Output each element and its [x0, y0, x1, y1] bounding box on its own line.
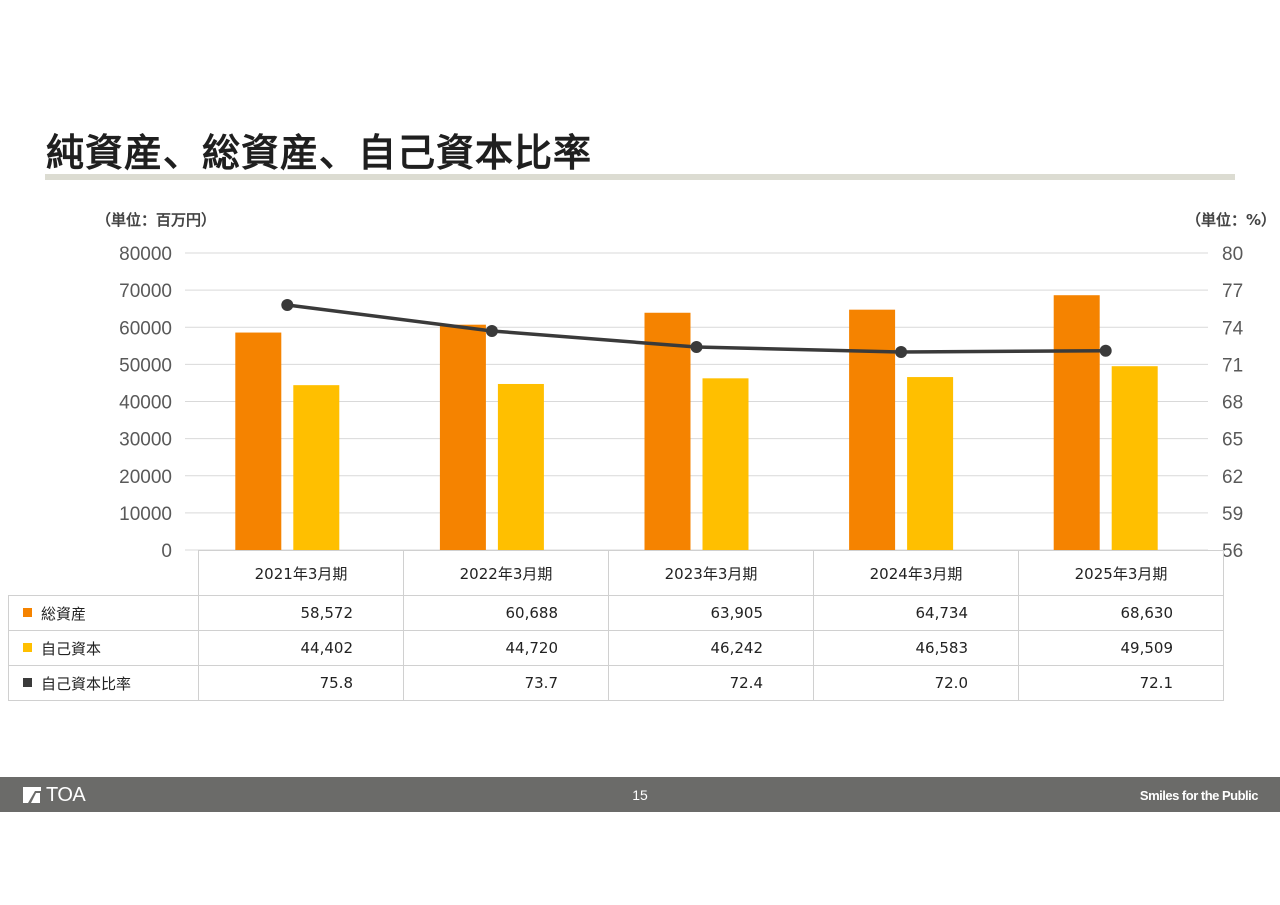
- total-assets-bar: [849, 309, 896, 550]
- table-header-cell: 2022年3月期: [403, 550, 609, 596]
- table-cell: 49,509: [1018, 630, 1224, 666]
- table-row-label-text: 総資産: [41, 604, 87, 623]
- table-cell: 68,630: [1018, 595, 1224, 631]
- table-row-label-text: 自己資本: [41, 639, 102, 658]
- total-assets-bar: [644, 312, 691, 550]
- total-assets-legend-swatch: [23, 607, 32, 617]
- right-axis-tick-label: 74: [1222, 318, 1244, 339]
- equity-bar: [702, 378, 749, 550]
- footer-bar: TOA 15 Smiles for the Public: [0, 777, 1280, 812]
- table-cell: 60,688: [403, 595, 609, 631]
- table-cell: 46,583: [813, 630, 1019, 666]
- table-header-cell: 2023年3月期: [608, 550, 814, 596]
- toa-logo-icon: [23, 787, 41, 803]
- ratio-legend-swatch: [23, 677, 32, 687]
- table-cell: 72.0: [813, 665, 1019, 701]
- table-header-cell: 2021年3月期: [198, 550, 404, 596]
- right-axis-tick-label: 62: [1222, 467, 1243, 488]
- right-axis-tick-label: 65: [1222, 430, 1243, 451]
- right-axis-tick-label: 77: [1222, 281, 1243, 302]
- equity-bar: [907, 377, 954, 550]
- right-axis-tick-label: 59: [1222, 504, 1243, 525]
- left-axis-tick-label: 50000: [119, 355, 172, 376]
- table-cell: 63,905: [608, 595, 814, 631]
- total-assets-bar: [235, 332, 282, 550]
- left-axis-tick-label: 10000: [119, 504, 172, 525]
- table-cell: 46,242: [608, 630, 814, 666]
- table-row: 総資産 58,572 60,688 63,905 64,734 68,630: [8, 595, 1224, 631]
- equity-bar: [497, 383, 544, 550]
- table-cell: 72.1: [1018, 665, 1224, 701]
- right-axis-tick-label: 68: [1222, 393, 1243, 414]
- left-axis-tick-label: 30000: [119, 430, 172, 451]
- right-axis-tick-label: 56: [1222, 541, 1243, 562]
- left-axis-tick-label: 70000: [119, 281, 172, 302]
- toa-logo: TOA: [22, 783, 86, 806]
- equity-ratio-point: [690, 341, 703, 354]
- right-axis-tick-label: 80: [1222, 244, 1243, 265]
- total-assets-bar: [1053, 295, 1100, 550]
- equity-ratio-point: [281, 298, 294, 311]
- table-cell: 58,572: [198, 595, 404, 631]
- page-title: 純資産、総資産、自己資本比率: [46, 131, 593, 175]
- left-axis-unit-label: （単位：百万円）: [96, 211, 217, 229]
- table-cell: 73.7: [403, 665, 609, 701]
- table-cell: 64,734: [813, 595, 1019, 631]
- table-row: 自己資本比率 75.8 73.7 72.4 72.0 72.1: [8, 665, 1224, 701]
- table-header-cell: 2024年3月期: [813, 550, 1019, 596]
- right-axis-tick-label: 71: [1222, 355, 1243, 376]
- total-assets-bar: [439, 324, 486, 550]
- table-corner: [8, 550, 199, 596]
- table-row-label: 総資産: [8, 595, 199, 631]
- equity-legend-swatch: [23, 642, 32, 652]
- equity-bar: [293, 385, 340, 550]
- table-header-row: 2021年3月期 2022年3月期 2023年3月期 2024年3月期 2025…: [8, 550, 1224, 596]
- page-number: 15: [632, 787, 648, 803]
- left-axis-tick-label: 80000: [119, 244, 172, 265]
- equity-ratio-point: [1099, 344, 1112, 357]
- table-cell: 44,402: [198, 630, 404, 666]
- right-axis-unit-label: （単位：%）: [1186, 211, 1277, 229]
- tagline: Smiles for the Public: [1139, 788, 1259, 803]
- equity-bar: [1111, 366, 1158, 550]
- left-axis-tick-label: 60000: [119, 318, 172, 339]
- title-underline: [45, 174, 1235, 180]
- table-row-label: 自己資本: [8, 630, 199, 666]
- left-axis-tick-label: 20000: [119, 467, 172, 488]
- table-row-label-text: 自己資本比率: [41, 674, 132, 693]
- table-row: 自己資本 44,402 44,720 46,242 46,583 49,509: [8, 630, 1224, 666]
- data-table: 2021年3月期 2022年3月期 2023年3月期 2024年3月期 2025…: [8, 550, 1224, 701]
- equity-ratio-point: [485, 324, 498, 337]
- left-axis-tick-label: 40000: [119, 393, 172, 414]
- table-cell: 44,720: [403, 630, 609, 666]
- equity-ratio-point: [895, 346, 908, 358]
- table-row-label: 自己資本比率: [8, 665, 199, 701]
- table-header-cell: 2025年3月期: [1018, 550, 1224, 596]
- table-cell: 72.4: [608, 665, 814, 701]
- brand-name: TOA: [46, 783, 86, 806]
- table-cell: 75.8: [198, 665, 404, 701]
